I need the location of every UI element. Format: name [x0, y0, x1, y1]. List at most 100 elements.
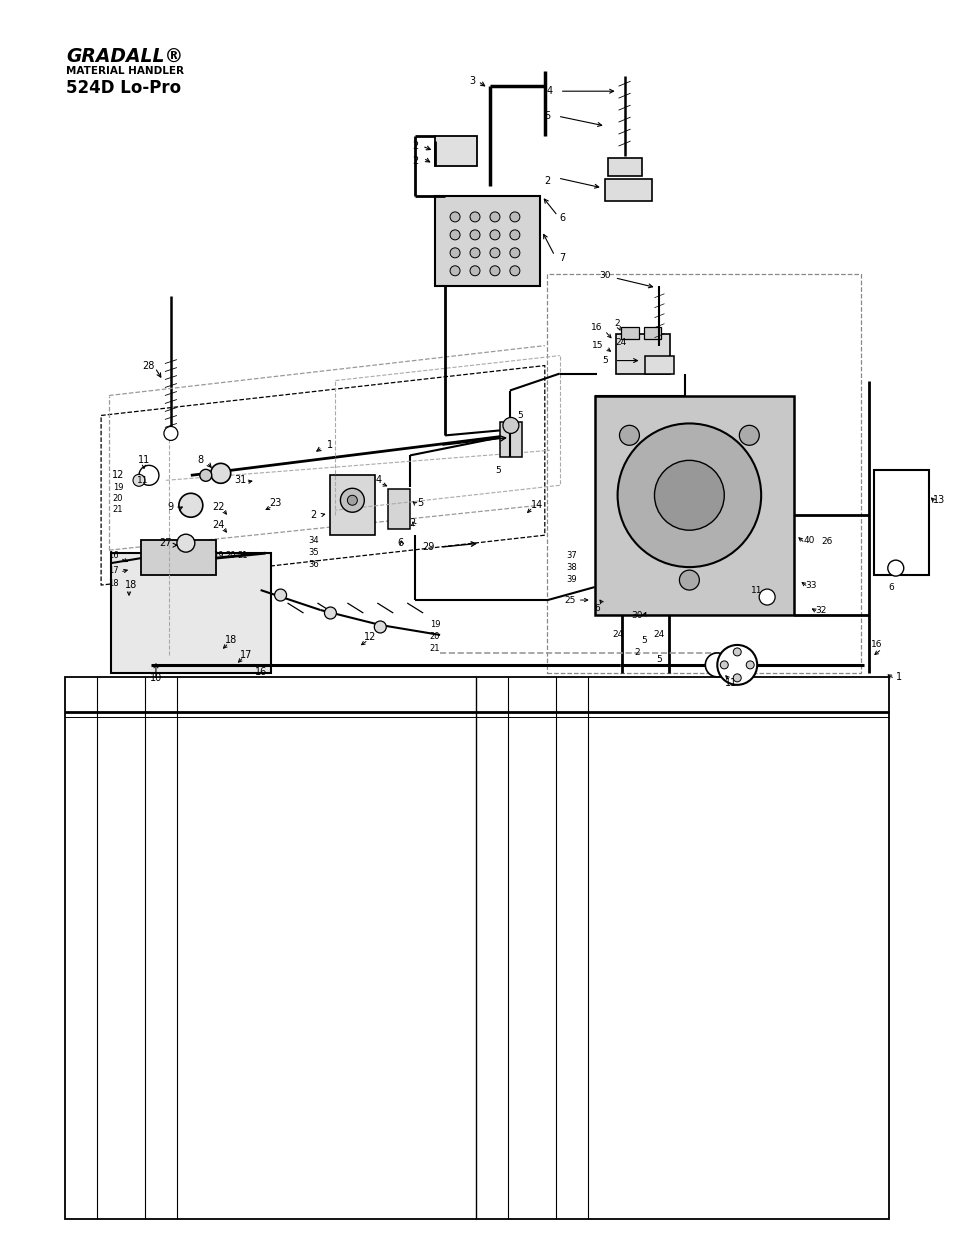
- Text: 11: 11: [751, 585, 762, 594]
- Text: 5: 5: [517, 411, 522, 420]
- Text: 20: 20: [225, 551, 235, 559]
- Circle shape: [324, 608, 336, 619]
- Circle shape: [759, 589, 775, 605]
- Text: 524D Lo-Pro: 524D Lo-Pro: [66, 79, 181, 98]
- Circle shape: [490, 248, 499, 258]
- Text: 22: 22: [213, 503, 225, 513]
- Circle shape: [199, 469, 212, 482]
- Text: 16: 16: [870, 641, 882, 650]
- Text: GRADALL®: GRADALL®: [66, 47, 183, 65]
- Bar: [594, 395, 793, 615]
- Bar: [620, 326, 638, 338]
- Circle shape: [211, 463, 231, 483]
- Circle shape: [739, 425, 759, 446]
- Text: 21: 21: [112, 505, 123, 514]
- Circle shape: [704, 653, 728, 677]
- Bar: [65, 677, 888, 1219]
- Circle shape: [502, 417, 518, 433]
- Circle shape: [617, 424, 760, 567]
- Bar: [644, 356, 674, 373]
- Text: 3: 3: [469, 77, 475, 86]
- Circle shape: [887, 561, 902, 576]
- Circle shape: [139, 466, 159, 485]
- Text: 21: 21: [430, 645, 440, 653]
- Text: 27: 27: [159, 538, 172, 548]
- Text: 11: 11: [137, 475, 149, 485]
- Bar: [546, 274, 860, 673]
- Circle shape: [490, 266, 499, 275]
- Bar: [615, 333, 670, 373]
- Circle shape: [618, 425, 639, 446]
- Text: 5: 5: [416, 498, 423, 509]
- Circle shape: [720, 661, 727, 669]
- Text: 2: 2: [544, 175, 550, 186]
- Text: 24: 24: [653, 630, 664, 640]
- Text: 20: 20: [430, 632, 440, 641]
- Circle shape: [450, 248, 459, 258]
- Text: 7: 7: [559, 253, 565, 263]
- Text: MATERIAL HANDLER: MATERIAL HANDLER: [66, 67, 184, 77]
- Circle shape: [679, 571, 699, 590]
- Text: 39: 39: [566, 574, 577, 584]
- Text: 6: 6: [887, 583, 893, 592]
- Circle shape: [470, 266, 479, 275]
- Text: 2: 2: [409, 519, 415, 529]
- Bar: [435, 196, 539, 285]
- Text: 14: 14: [530, 500, 542, 510]
- Text: 5: 5: [641, 636, 647, 646]
- Bar: [141, 540, 215, 576]
- Text: 2: 2: [614, 319, 619, 329]
- Text: 19: 19: [213, 551, 224, 559]
- Text: 16: 16: [590, 324, 601, 332]
- Circle shape: [490, 212, 499, 222]
- Circle shape: [340, 488, 364, 513]
- Text: 2: 2: [310, 510, 316, 520]
- Text: 10: 10: [150, 673, 162, 683]
- Text: 1: 1: [327, 441, 334, 451]
- Text: 9: 9: [168, 503, 173, 513]
- Text: 36: 36: [308, 559, 318, 568]
- Text: 31: 31: [234, 475, 247, 485]
- Text: 11: 11: [137, 456, 150, 466]
- Text: 5: 5: [544, 111, 550, 121]
- Text: 6: 6: [594, 604, 599, 613]
- Text: 24: 24: [213, 520, 225, 530]
- Text: 30: 30: [598, 272, 610, 280]
- Text: 5: 5: [602, 356, 608, 366]
- Text: 17: 17: [108, 566, 118, 574]
- Circle shape: [132, 474, 145, 487]
- Circle shape: [509, 212, 519, 222]
- Text: 28: 28: [142, 361, 154, 370]
- Text: 34: 34: [308, 536, 318, 545]
- Circle shape: [509, 230, 519, 240]
- Circle shape: [176, 535, 194, 552]
- Circle shape: [490, 230, 499, 240]
- Text: 32: 32: [815, 605, 826, 615]
- Text: 25: 25: [563, 595, 575, 605]
- Text: 24: 24: [615, 338, 625, 347]
- Text: 6: 6: [559, 212, 565, 222]
- Circle shape: [654, 461, 723, 530]
- Text: 2: 2: [412, 141, 417, 151]
- Text: 5: 5: [495, 466, 500, 474]
- Text: 19: 19: [112, 483, 123, 492]
- Text: 5: 5: [656, 656, 661, 664]
- Bar: [643, 326, 660, 338]
- Text: 18: 18: [224, 635, 236, 645]
- Circle shape: [717, 645, 757, 685]
- Text: 26: 26: [821, 537, 832, 546]
- Text: 16: 16: [108, 551, 118, 559]
- Circle shape: [509, 266, 519, 275]
- Text: 37: 37: [566, 551, 577, 559]
- Circle shape: [470, 230, 479, 240]
- Bar: [607, 158, 640, 177]
- Text: 40: 40: [802, 536, 814, 545]
- Text: 12: 12: [112, 471, 124, 480]
- Text: 2: 2: [412, 156, 417, 165]
- Text: 17: 17: [239, 650, 252, 659]
- Bar: [388, 489, 410, 530]
- Text: 19: 19: [430, 620, 440, 630]
- Text: 4: 4: [546, 86, 553, 96]
- Text: 18: 18: [125, 580, 137, 590]
- Circle shape: [745, 661, 754, 669]
